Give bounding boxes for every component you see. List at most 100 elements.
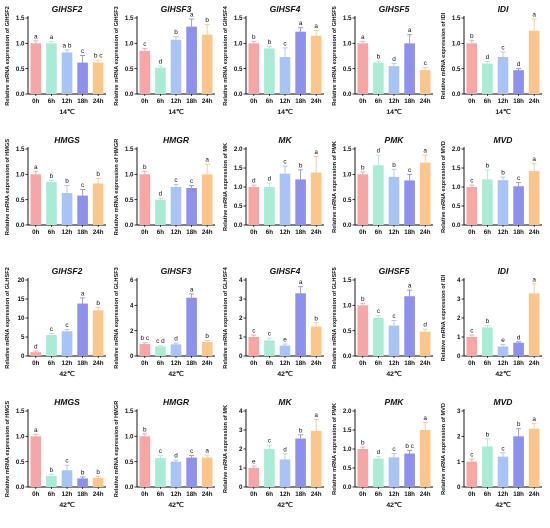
y-tick-label: 1.5 (234, 15, 243, 22)
x-tick-label: 24h (529, 360, 540, 367)
bar (373, 62, 384, 94)
significance-letter: c (470, 452, 474, 459)
y-axis-label: Relative mRNA expression of GLHSF3 (114, 267, 120, 368)
y-tick-label: 0.5 (16, 66, 25, 73)
condition-label: 42℃ (495, 370, 511, 378)
bar (92, 477, 104, 487)
y-tick-label: 0.0 (125, 222, 134, 229)
y-tick-label: 2.0 (452, 146, 461, 153)
y-tick-label: 2.0 (234, 146, 243, 153)
significance-letter: b (314, 315, 318, 322)
significance-letter: c d (156, 338, 165, 345)
y-tick-label: 1.0 (343, 40, 352, 47)
condition-label: 42℃ (386, 370, 402, 378)
y-tick-label: 20 (18, 277, 25, 284)
significance-letter: d (252, 178, 256, 185)
significance-letter: a (205, 157, 209, 164)
bar (77, 62, 88, 94)
x-tick-label: 6h (375, 229, 382, 236)
bar (201, 342, 213, 356)
significance-letter: d (34, 344, 38, 351)
significance-letter: a (423, 148, 427, 155)
significance-letter: c (501, 445, 505, 452)
bar (482, 446, 493, 487)
y-tick-label: 2 (457, 433, 461, 440)
bar (155, 67, 166, 94)
x-tick-label: 6h (48, 229, 55, 236)
significance-letter: c (501, 44, 505, 51)
significance-letter: b (96, 469, 100, 476)
significance-letter: b (143, 164, 147, 171)
chart-panel: IDI Relative mRNA expression of IDI 0.0 0.5… (441, 4, 542, 116)
panel-title: GlHSF4 (270, 266, 301, 276)
bar (419, 70, 431, 94)
significance-letter: d (486, 54, 490, 61)
condition-label: 42℃ (277, 501, 293, 509)
x-tick-label: 12h (389, 98, 400, 105)
significance-letter: a (532, 12, 536, 19)
x-tick-label: 6h (266, 229, 273, 236)
y-tick-label: 4 (239, 408, 243, 415)
bar (419, 331, 431, 356)
bar (513, 342, 524, 356)
y-tick-label: 1.5 (16, 146, 25, 153)
bar (466, 337, 478, 356)
significance-letter: c (81, 182, 85, 189)
significance-letter: c (252, 328, 256, 335)
significance-letter: b (65, 178, 69, 185)
y-tick-label: 1 (239, 334, 243, 341)
condition-label: 42℃ (495, 501, 511, 509)
bar (419, 162, 431, 225)
significance-letter: c (268, 331, 272, 338)
panel-title: MK (278, 397, 292, 407)
y-axis-label: Relative mRNA expression of GlHSF3 (114, 6, 120, 106)
x-tick-label: 18h (404, 491, 415, 498)
chart-panel: HMGS Relative mRNA expression of HMGS 0.0 0… (5, 397, 106, 509)
y-tick-label: 2 (239, 446, 243, 453)
significance-letter: b (96, 171, 100, 178)
significance-letter: c (65, 458, 69, 465)
chart-panel: GlHSF4 Relative mRNA expression of GlHSF4… (223, 4, 324, 116)
y-tick-label: 0.0 (234, 91, 243, 98)
panel-title: MVD (494, 135, 513, 145)
y-tick-label: 1.0 (125, 40, 134, 47)
bar (482, 63, 493, 94)
y-tick-label: 0.5 (452, 203, 461, 210)
significance-letter: e (252, 459, 256, 466)
panel-title: PMK (385, 397, 405, 407)
x-tick-label: 24h (420, 229, 431, 236)
condition-label: 42℃ (386, 501, 402, 509)
x-tick-label: 0h (359, 360, 366, 367)
x-tick-label: 12h (389, 229, 400, 236)
y-tick-label: 1.0 (452, 184, 461, 191)
y-axis-label: Relative mRNA expression of PMK (332, 403, 338, 495)
significance-letter: c (424, 60, 428, 67)
bar (279, 57, 291, 94)
significance-letter: a (299, 20, 303, 27)
condition-label: 14℃ (59, 108, 75, 116)
y-tick-label: 1.0 (16, 171, 25, 178)
bar (295, 179, 306, 225)
panel-title: HMGS (54, 397, 80, 407)
y-tick-label: 4 (239, 277, 243, 284)
bar (186, 26, 197, 94)
x-tick-label: 6h (48, 98, 55, 105)
bar (388, 457, 400, 487)
bar (466, 187, 478, 225)
bar (357, 174, 369, 225)
x-tick-label: 24h (202, 98, 213, 105)
y-tick-label: 1.0 (16, 40, 25, 47)
x-tick-label: 6h (484, 98, 491, 105)
bar (482, 179, 493, 225)
bar (46, 181, 57, 225)
y-tick-label: 0.0 (234, 222, 243, 229)
condition-label: 42℃ (168, 370, 184, 378)
y-tick-label: 1.0 (16, 433, 25, 440)
significance-letter: a (190, 286, 194, 293)
chart-panel: GlHSF3 Relative mRNA expression of GLHSF3… (114, 266, 215, 378)
bar (139, 436, 151, 487)
chart-panel: GlHSF5 Relative mRNA expression of GlHSF5… (332, 4, 433, 116)
significance-letter: c (470, 178, 474, 185)
x-tick-label: 6h (484, 229, 491, 236)
